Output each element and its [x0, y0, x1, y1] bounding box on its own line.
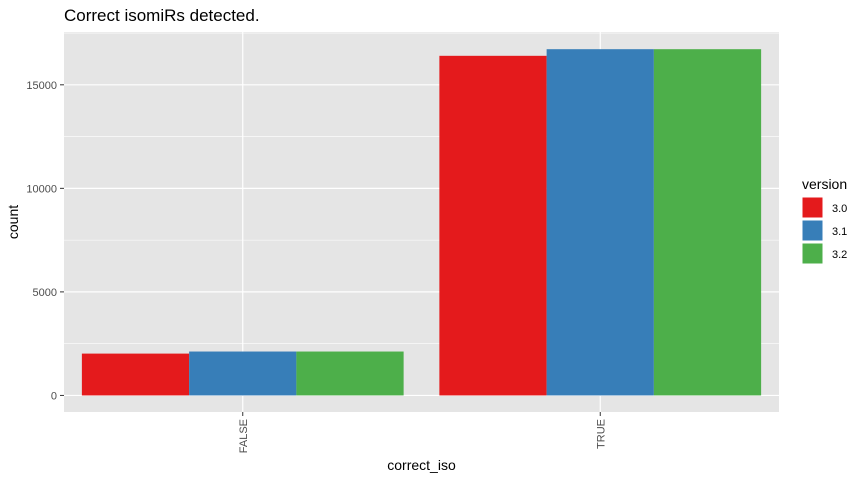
bar-TRUE-3.1: [546, 49, 654, 396]
x-tick-label: FALSE: [238, 419, 250, 453]
legend-label-3.2: 3.2: [832, 249, 847, 261]
bar-TRUE-3.2: [653, 49, 762, 396]
y-tick-label: 5000: [33, 287, 57, 299]
x-axis: FALSE TRUE: [238, 412, 607, 453]
y-axis: 0 5000 10000 15000: [26, 80, 64, 402]
bar-FALSE-3.0: [81, 353, 190, 396]
legend-key-3.1: [801, 219, 824, 242]
y-axis-title: count: [5, 205, 21, 239]
legend: version 3.0 3.1 3.2: [801, 176, 847, 265]
x-axis-title: correct_iso: [387, 457, 456, 473]
bar-TRUE-3.0: [439, 55, 547, 396]
y-tick-label: 15000: [26, 80, 57, 92]
y-tick-label: 0: [51, 390, 57, 402]
bar-FALSE-3.1: [189, 351, 297, 396]
legend-key-3.0: [801, 196, 824, 219]
bar-FALSE-3.2: [296, 351, 404, 396]
legend-label-3.0: 3.0: [832, 203, 847, 215]
legend-title: version: [802, 176, 847, 192]
legend-label-3.1: 3.1: [832, 226, 847, 238]
bars: [81, 49, 762, 396]
x-tick-label: TRUE: [595, 419, 607, 449]
y-tick-label: 10000: [26, 183, 57, 195]
chart-title: Correct isomiRs detected.: [64, 6, 260, 25]
legend-key-3.2: [801, 242, 824, 265]
